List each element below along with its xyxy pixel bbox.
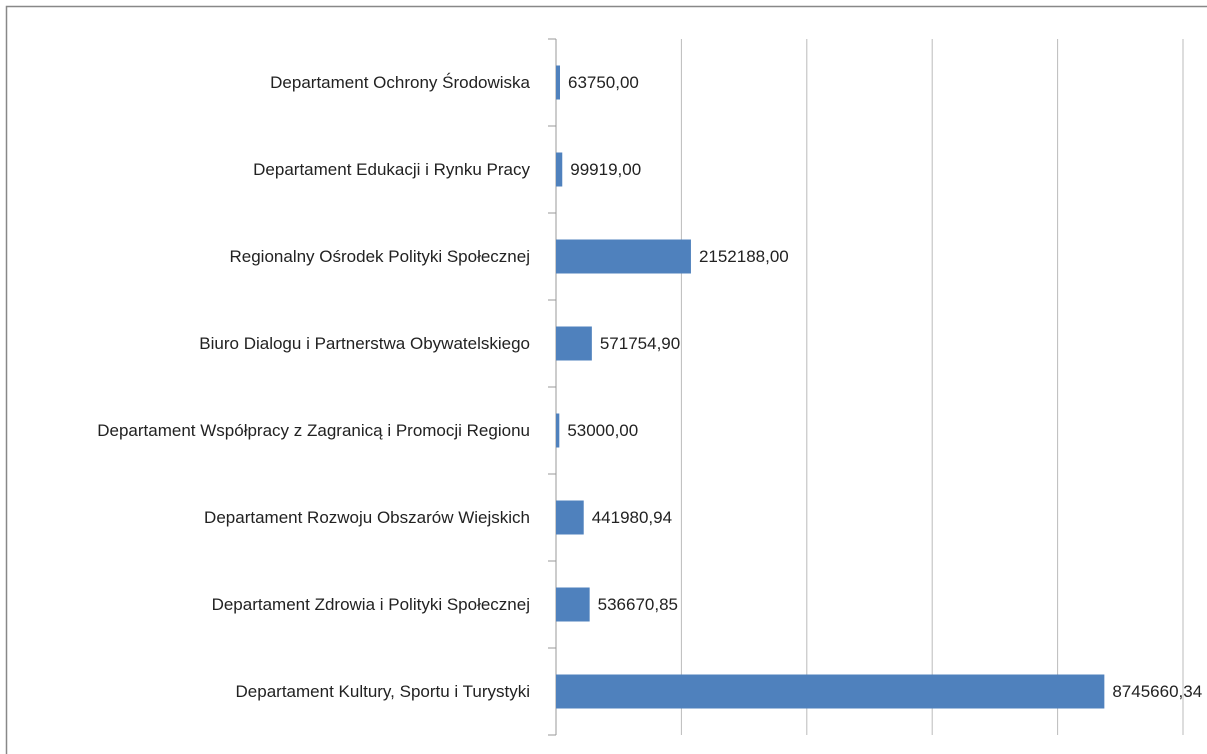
y-tick-label: Regionalny Ośrodek Polityki Społecznej <box>229 246 531 266</box>
bar <box>556 674 1105 709</box>
y-tick-label: Departament Ochrony Środowiska <box>270 72 530 92</box>
category-label-box: Departament Rozwoju Obszarów Wiejskich <box>10 488 530 548</box>
category-label-box: Biuro Dialogu i Partnerstwa Obywatelskie… <box>10 314 530 374</box>
bar <box>556 65 560 100</box>
category-label-box: Departament Kultury, Sportu i Turystyki <box>10 662 530 722</box>
value-label: 2152188,00 <box>699 247 789 266</box>
value-label: 99919,00 <box>570 160 641 179</box>
category-label-box: Departament Zdrowia i Polityki Społeczne… <box>10 575 530 635</box>
y-tick-label: Departament Rozwoju Obszarów Wiejskich <box>204 507 530 527</box>
value-label: 536670,85 <box>598 595 678 614</box>
chart-border <box>5 5 1207 754</box>
bar <box>556 239 691 274</box>
value-label: 441980,94 <box>592 508 672 527</box>
y-tick-label: Departament Współpracy z Zagranicą i Pro… <box>97 420 530 440</box>
category-label-box: Regionalny Ośrodek Polityki Społecznej <box>10 227 531 287</box>
y-tick-label: Departament Edukacji i Rynku Pracy <box>253 159 530 179</box>
bar <box>556 500 584 535</box>
category-label-box: Departament Edukacji i Rynku Pracy <box>10 140 530 200</box>
y-tick-label: Departament Kultury, Sportu i Turystyki <box>235 681 530 701</box>
y-tick-label: Biuro Dialogu i Partnerstwa Obywatelskie… <box>199 333 530 353</box>
value-label: 8745660,34 <box>1112 682 1202 701</box>
category-label-box: Departament Ochrony Środowiska <box>10 53 530 113</box>
value-label: 63750,00 <box>568 73 639 92</box>
bar <box>556 152 563 187</box>
bar <box>556 413 560 448</box>
value-label: 53000,00 <box>567 421 638 440</box>
value-label: 571754,90 <box>600 334 680 353</box>
bar <box>556 587 590 622</box>
y-tick-label: Departament Zdrowia i Polityki Społeczne… <box>211 594 530 614</box>
category-label-box: Departament Współpracy z Zagranicą i Pro… <box>10 401 530 461</box>
bar <box>556 326 592 361</box>
